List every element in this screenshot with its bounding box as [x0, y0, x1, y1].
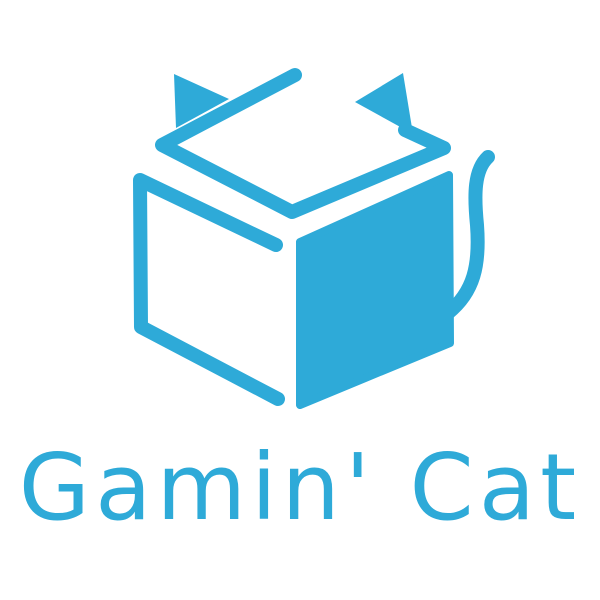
brand-name: Gamin' Cat — [18, 434, 582, 541]
box-left-face — [133, 173, 285, 406]
box-right-face — [296, 171, 454, 409]
cat-tail — [441, 150, 495, 320]
cat-ears — [174, 73, 413, 134]
left-cat-ear — [174, 74, 229, 128]
right-cat-ear — [355, 73, 413, 134]
box-top-outline — [155, 68, 451, 219]
